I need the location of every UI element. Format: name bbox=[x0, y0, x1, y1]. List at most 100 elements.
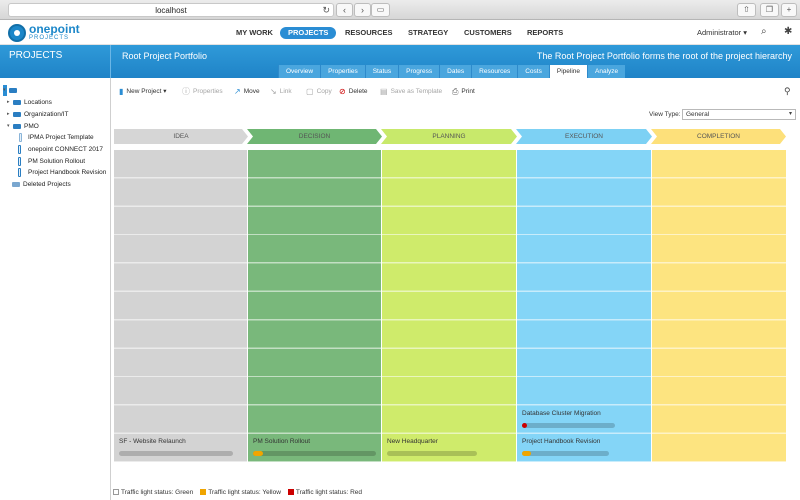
progress-bar bbox=[522, 423, 615, 428]
browser-toolbar: localhost ↻ ‹ › ▭ ⇧ ❐ + bbox=[0, 0, 800, 20]
new-project-label: New Project bbox=[126, 88, 162, 95]
new-project-button[interactable]: ▮ New Project ▾ bbox=[119, 87, 167, 96]
new-project-icon: ▮ bbox=[119, 87, 124, 96]
project-icon bbox=[18, 145, 21, 154]
project-card[interactable]: New Headquarter bbox=[382, 434, 516, 462]
properties-label: Properties bbox=[193, 88, 223, 95]
tree-item-label: IPMA Project Template bbox=[28, 134, 94, 141]
new-tab-icon[interactable]: + bbox=[781, 3, 797, 17]
link-label: Link bbox=[279, 88, 292, 95]
app-header: onepoint PROJECTS MY WORK PROJECTS RESOU… bbox=[0, 20, 800, 45]
back-button[interactable]: ‹ bbox=[336, 3, 353, 17]
print-button[interactable]: ⎙ Print bbox=[452, 87, 475, 97]
legend-item-green: Traffic light status: Green bbox=[113, 488, 193, 497]
move-icon: ↗ bbox=[234, 87, 241, 96]
progress-fill bbox=[522, 423, 527, 428]
tab-costs[interactable]: Costs bbox=[517, 65, 549, 78]
tab-dates[interactable]: Dates bbox=[439, 65, 472, 78]
portfolio-icon bbox=[13, 112, 21, 117]
settings-icon[interactable]: ✱ bbox=[784, 26, 793, 37]
legend-label: Traffic light status: Yellow bbox=[208, 489, 281, 496]
nav-projects[interactable]: PROJECTS bbox=[280, 27, 337, 39]
stage-execution: EXECUTION bbox=[516, 129, 652, 144]
expand-toggle-icon[interactable]: ▸ bbox=[7, 99, 10, 105]
section-title: PROJECTS bbox=[9, 50, 63, 61]
tree-item-label: Organization/IT bbox=[24, 111, 69, 118]
logo-subtext: PROJECTS bbox=[29, 35, 70, 41]
filter-icon[interactable]: ⚲ bbox=[784, 86, 791, 96]
address-bar[interactable]: localhost ↻ bbox=[8, 3, 334, 17]
tabs-icon[interactable]: ❐ bbox=[760, 3, 779, 17]
share-icon[interactable]: ⇧ bbox=[737, 3, 756, 17]
delete-button[interactable]: ⊘ Delete bbox=[339, 87, 368, 97]
sidebar-toggle-icon[interactable]: ▭ bbox=[371, 3, 390, 17]
project-card[interactable]: PM Solution Rollout bbox=[248, 434, 381, 462]
tab-progress[interactable]: Progress bbox=[398, 65, 440, 78]
nav-customers[interactable]: CUSTOMERS bbox=[464, 28, 512, 37]
legend-swatch bbox=[287, 489, 294, 495]
tree-item-root-portfolio[interactable]: ▾ Root Project Portfolio bbox=[3, 85, 80, 96]
print-label: Print bbox=[461, 88, 475, 95]
tab-overview[interactable]: Overview bbox=[278, 65, 321, 78]
column-completion bbox=[652, 150, 786, 462]
link-icon: ↘ bbox=[270, 87, 277, 96]
expand-toggle-icon[interactable]: ▸ bbox=[7, 111, 10, 117]
tree-item-label: PM Solution Rollout bbox=[28, 158, 86, 165]
trash-folder-icon bbox=[12, 182, 20, 187]
stage-decision: DECISION bbox=[247, 129, 382, 144]
nav-my-work[interactable]: MY WORK bbox=[236, 28, 273, 37]
status-legend: Traffic light status: Green Traffic ligh… bbox=[113, 488, 369, 497]
expand-toggle-icon[interactable]: ▾ bbox=[7, 123, 10, 129]
project-icon bbox=[18, 168, 21, 177]
column-idea bbox=[114, 150, 247, 462]
view-type-select[interactable]: General ▾ bbox=[682, 109, 796, 120]
tab-status[interactable]: Status bbox=[364, 65, 399, 78]
link-button[interactable]: ↘ Link bbox=[270, 87, 292, 97]
user-menu[interactable]: Administrator ▾ bbox=[697, 28, 748, 37]
nav-strategy[interactable]: STRATEGY bbox=[408, 28, 449, 37]
legend-swatch bbox=[200, 489, 207, 495]
search-icon[interactable]: ⌕ bbox=[761, 26, 767, 37]
onepoint-logo[interactable]: onepoint PROJECTS bbox=[8, 23, 80, 43]
view-type-label: View Type: bbox=[649, 111, 681, 118]
save-template-label: Save as Template bbox=[390, 88, 443, 95]
forward-button[interactable]: › bbox=[354, 3, 371, 17]
save-template-button[interactable]: ▤ Save as Template bbox=[380, 87, 442, 97]
tab-properties[interactable]: Properties bbox=[320, 65, 365, 78]
nav-resources[interactable]: RESOURCES bbox=[345, 28, 393, 37]
project-tree: ▾ Root Project Portfolio ▸ Locations ▸ O… bbox=[0, 78, 111, 500]
project-card[interactable]: SF - Website Relaunch bbox=[114, 434, 247, 462]
delete-label: Delete bbox=[348, 88, 368, 95]
tab-analyze[interactable]: Analyze bbox=[587, 65, 626, 78]
nav-reports[interactable]: REPORTS bbox=[527, 28, 564, 37]
logo-text: onepoint bbox=[29, 22, 80, 36]
project-icon bbox=[18, 157, 21, 166]
move-button[interactable]: ↗ Move bbox=[234, 87, 260, 97]
title-band: PROJECTS Root Project Portfolio The Root… bbox=[0, 45, 800, 78]
column-planning bbox=[382, 150, 516, 462]
move-label: Move bbox=[243, 88, 260, 95]
project-card-name: PM Solution Rollout bbox=[253, 438, 311, 445]
page-description: The Root Project Portfolio forms the roo… bbox=[536, 51, 792, 61]
project-card-name: Database Cluster Migration bbox=[522, 410, 601, 417]
project-card[interactable]: Project Handbook Revision bbox=[517, 434, 651, 462]
expand-toggle-icon[interactable]: ▾ bbox=[3, 87, 6, 93]
page-title: Root Project Portfolio bbox=[122, 51, 208, 61]
reload-icon[interactable]: ↻ bbox=[322, 5, 330, 15]
tab-pipeline[interactable]: Pipeline bbox=[548, 65, 587, 78]
legend-label: Traffic light status: Red bbox=[295, 489, 363, 496]
copy-icon: ▢ bbox=[306, 87, 314, 96]
tab-resources[interactable]: Resources bbox=[471, 65, 518, 78]
project-card[interactable]: Database Cluster Migration bbox=[517, 406, 651, 434]
portfolio-icon bbox=[13, 100, 21, 105]
copy-label: Copy bbox=[316, 88, 332, 95]
stage-completion: COMPLETION bbox=[651, 129, 786, 144]
view-type-value: General bbox=[686, 111, 710, 118]
properties-button[interactable]: ⓘ Properties bbox=[182, 87, 223, 97]
copy-button[interactable]: ▢ Copy bbox=[306, 87, 332, 97]
portfolio-icon bbox=[9, 88, 17, 93]
stage-planning: PLANNING bbox=[381, 129, 517, 144]
tree-item-label: Root Project Portfolio bbox=[19, 87, 81, 94]
chevron-down-icon: ▾ bbox=[788, 111, 792, 117]
legend-item-yellow: Traffic light status: Yellow bbox=[200, 488, 281, 497]
